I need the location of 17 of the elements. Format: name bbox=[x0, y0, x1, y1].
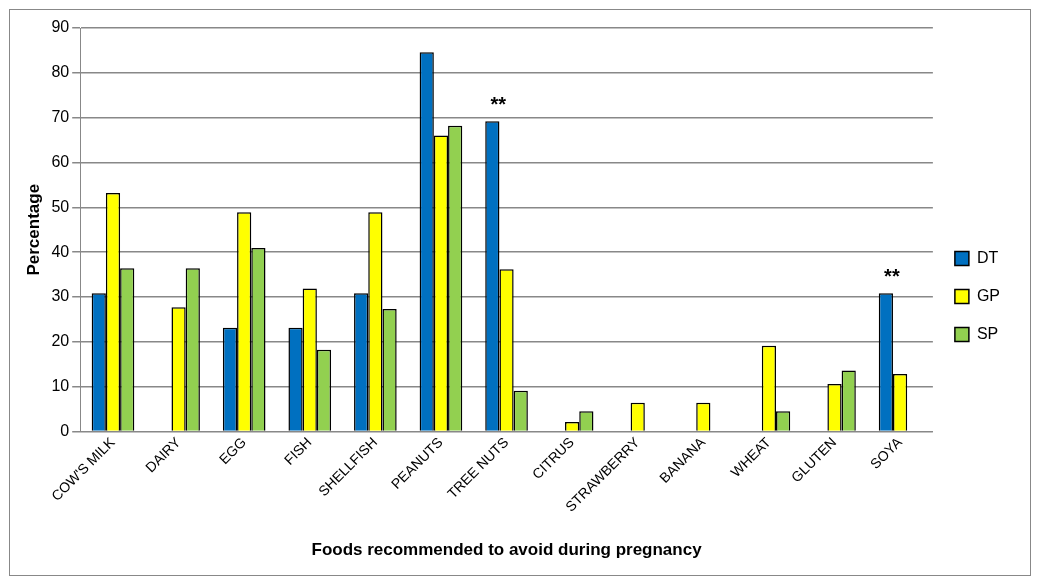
y-tick-label: 20 bbox=[51, 332, 70, 350]
legend-label: DT bbox=[976, 248, 999, 266]
y-tick-label: 10 bbox=[51, 377, 70, 394]
legend-label: GP bbox=[976, 286, 1001, 304]
y-tick-label: 0 bbox=[60, 421, 70, 439]
y-tick-label: 90 bbox=[51, 18, 70, 36]
y-tick-label: 50 bbox=[51, 197, 70, 215]
y-tick-label: 40 bbox=[51, 242, 70, 260]
y-tick-label: 70 bbox=[51, 108, 70, 126]
legend-label: SP bbox=[976, 324, 999, 342]
y-tick-label: 30 bbox=[51, 287, 70, 305]
data-label: ** bbox=[884, 264, 900, 287]
y-tick-label: 80 bbox=[51, 63, 70, 81]
y-axis-title: Percentage bbox=[23, 183, 43, 276]
x-axis-title: Foods recommended to avoid during pregnancy bbox=[311, 540, 703, 560]
data-label: ** bbox=[490, 92, 507, 115]
y-tick-label: 60 bbox=[51, 152, 70, 170]
